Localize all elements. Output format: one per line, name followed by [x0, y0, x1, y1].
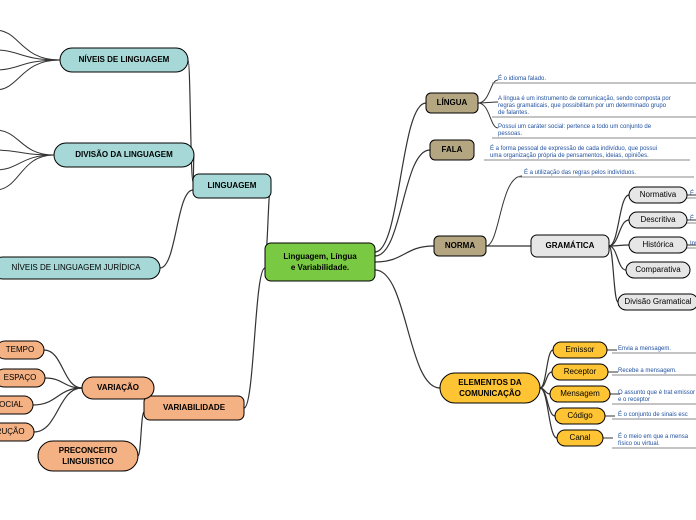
node-historica: Histórica [629, 237, 687, 253]
node-emissor: Emissor [553, 342, 607, 358]
node-norma: NORMA [434, 236, 486, 256]
node-canal: Canal [557, 430, 603, 446]
node-fala: FALA [430, 140, 474, 160]
note-text: regras gramaticais, que possibilitam por… [498, 103, 667, 109]
svg-text:LINGUISTICO: LINGUISTICO [62, 457, 114, 466]
svg-text:DIVISÃO DA LINGUAGEM: DIVISÃO DA LINGUAGEM [75, 150, 173, 159]
node-divgram: Divisão Gramatical [618, 294, 696, 310]
note-text: Recebe a mensagem. [618, 368, 677, 374]
note-text: É a utilização das regras pelos indivídu… [524, 169, 636, 176]
note-text: A língua é um instrumento de comunicação… [498, 96, 671, 102]
svg-text:NORMA: NORMA [445, 241, 475, 250]
node-elementos: ELEMENTOS DA COMUNICAÇÃO [440, 373, 540, 403]
note-text: O assunto que é trat emissor [618, 390, 695, 396]
svg-text:ELEMENTOS DA: ELEMENTOS DA [458, 378, 522, 387]
note-ne4: É o conjunto de sinais esc [612, 411, 696, 419]
svg-text:GRAMÁTICA: GRAMÁTICA [546, 241, 595, 250]
svg-text:Emissor: Emissor [566, 345, 595, 354]
node-strucao: STRUÇÃO [0, 423, 34, 441]
note-text: É o conjunto de sinais esc [618, 411, 688, 418]
note-text: uma organização própria de pensamentos, … [490, 153, 649, 159]
node-niveis: NÍVEIS DE LINGUAGEM [60, 48, 188, 72]
node-codigo: Código [555, 408, 605, 424]
note-text: É o co [690, 190, 696, 197]
svg-text:LÍNGUA: LÍNGUA [437, 98, 468, 107]
svg-text:STRUÇÃO: STRUÇÃO [0, 427, 25, 436]
svg-text:Descritiva: Descritiva [640, 215, 676, 224]
node-social: SE SOCIAL [0, 396, 33, 414]
node-mensagem: Mensagem [550, 386, 610, 402]
node-variabilidade: VARIABILIDADE [144, 396, 244, 420]
svg-text:Código: Código [567, 411, 593, 420]
node-tempo: TEMPO [0, 341, 44, 359]
svg-text:Comparativa: Comparativa [635, 265, 681, 274]
note-text: É a forma pessoal de expressão de cada i… [490, 145, 657, 152]
node-descritiva: Descritiva [629, 212, 687, 228]
svg-text:LINGUAGEM: LINGUAGEM [208, 181, 257, 190]
svg-text:SE SOCIAL: SE SOCIAL [0, 400, 24, 409]
svg-text:Linguagem, Língua: Linguagem, Língua [283, 252, 357, 261]
svg-text:ESPAÇO: ESPAÇO [4, 373, 37, 382]
node-lingua: LÍNGUA [426, 93, 478, 113]
node-comparativa: Comparativa [626, 262, 690, 278]
svg-text:Normativa: Normativa [640, 190, 677, 199]
svg-text:e Variabilidade.: e Variabilidade. [291, 263, 349, 272]
svg-text:VARIABILIDADE: VARIABILIDADE [163, 403, 226, 412]
node-variacao: VARIAÇÃO [82, 377, 154, 399]
svg-text:VARIAÇÃO: VARIAÇÃO [97, 383, 139, 392]
node-normativa: Normativa [629, 187, 687, 203]
svg-text:NÍVEIS DE LINGUAGEM JURÍDICA: NÍVEIS DE LINGUAGEM JURÍDICA [12, 263, 142, 272]
node-receptor: Receptor [552, 364, 608, 380]
note-text: É o idioma falado. [498, 75, 546, 82]
svg-text:Divisão Gramatical: Divisão Gramatical [624, 297, 691, 306]
node-niveisjur: NÍVEIS DE LINGUAGEM JURÍDICA [0, 257, 160, 279]
node-linguagem: LINGUAGEM [193, 174, 271, 198]
note-text: e o receptor [618, 397, 650, 403]
svg-text:TEMPO: TEMPO [6, 345, 34, 354]
note-text: Envia a mensagem. [618, 346, 671, 352]
note-text: pessoas. [498, 131, 522, 137]
note-text: físico ou virtual. [618, 441, 660, 447]
svg-text:COMUNICAÇÃO: COMUNICAÇÃO [459, 389, 521, 398]
svg-text:Receptor: Receptor [564, 367, 597, 376]
node-preconceito: PRECONCEITO LINGUISTICO [38, 441, 138, 471]
note-text: Possui um caráter social: pertence a tod… [498, 124, 652, 130]
note-text: Inv [690, 241, 696, 247]
svg-text:PRECONCEITO: PRECONCEITO [59, 446, 118, 455]
node-gramatica: GRAMÁTICA [531, 235, 609, 257]
note-text: É o meio em que a mensa [618, 433, 689, 440]
node-divisao: DIVISÃO DA LINGUAGEM [54, 143, 194, 167]
svg-text:FALA: FALA [442, 145, 463, 154]
node-center: Linguagem, Língua e Variabilidade. [265, 243, 375, 281]
note-text: de falantes. [498, 110, 529, 116]
svg-text:Canal: Canal [570, 433, 591, 442]
note-text: É r en [690, 215, 696, 222]
svg-text:NÍVEIS DE LINGUAGEM: NÍVEIS DE LINGUAGEM [79, 55, 170, 64]
svg-text:Histórica: Histórica [642, 240, 674, 249]
svg-text:Mensagem: Mensagem [560, 389, 600, 398]
node-espaco: ESPAÇO [0, 369, 45, 387]
